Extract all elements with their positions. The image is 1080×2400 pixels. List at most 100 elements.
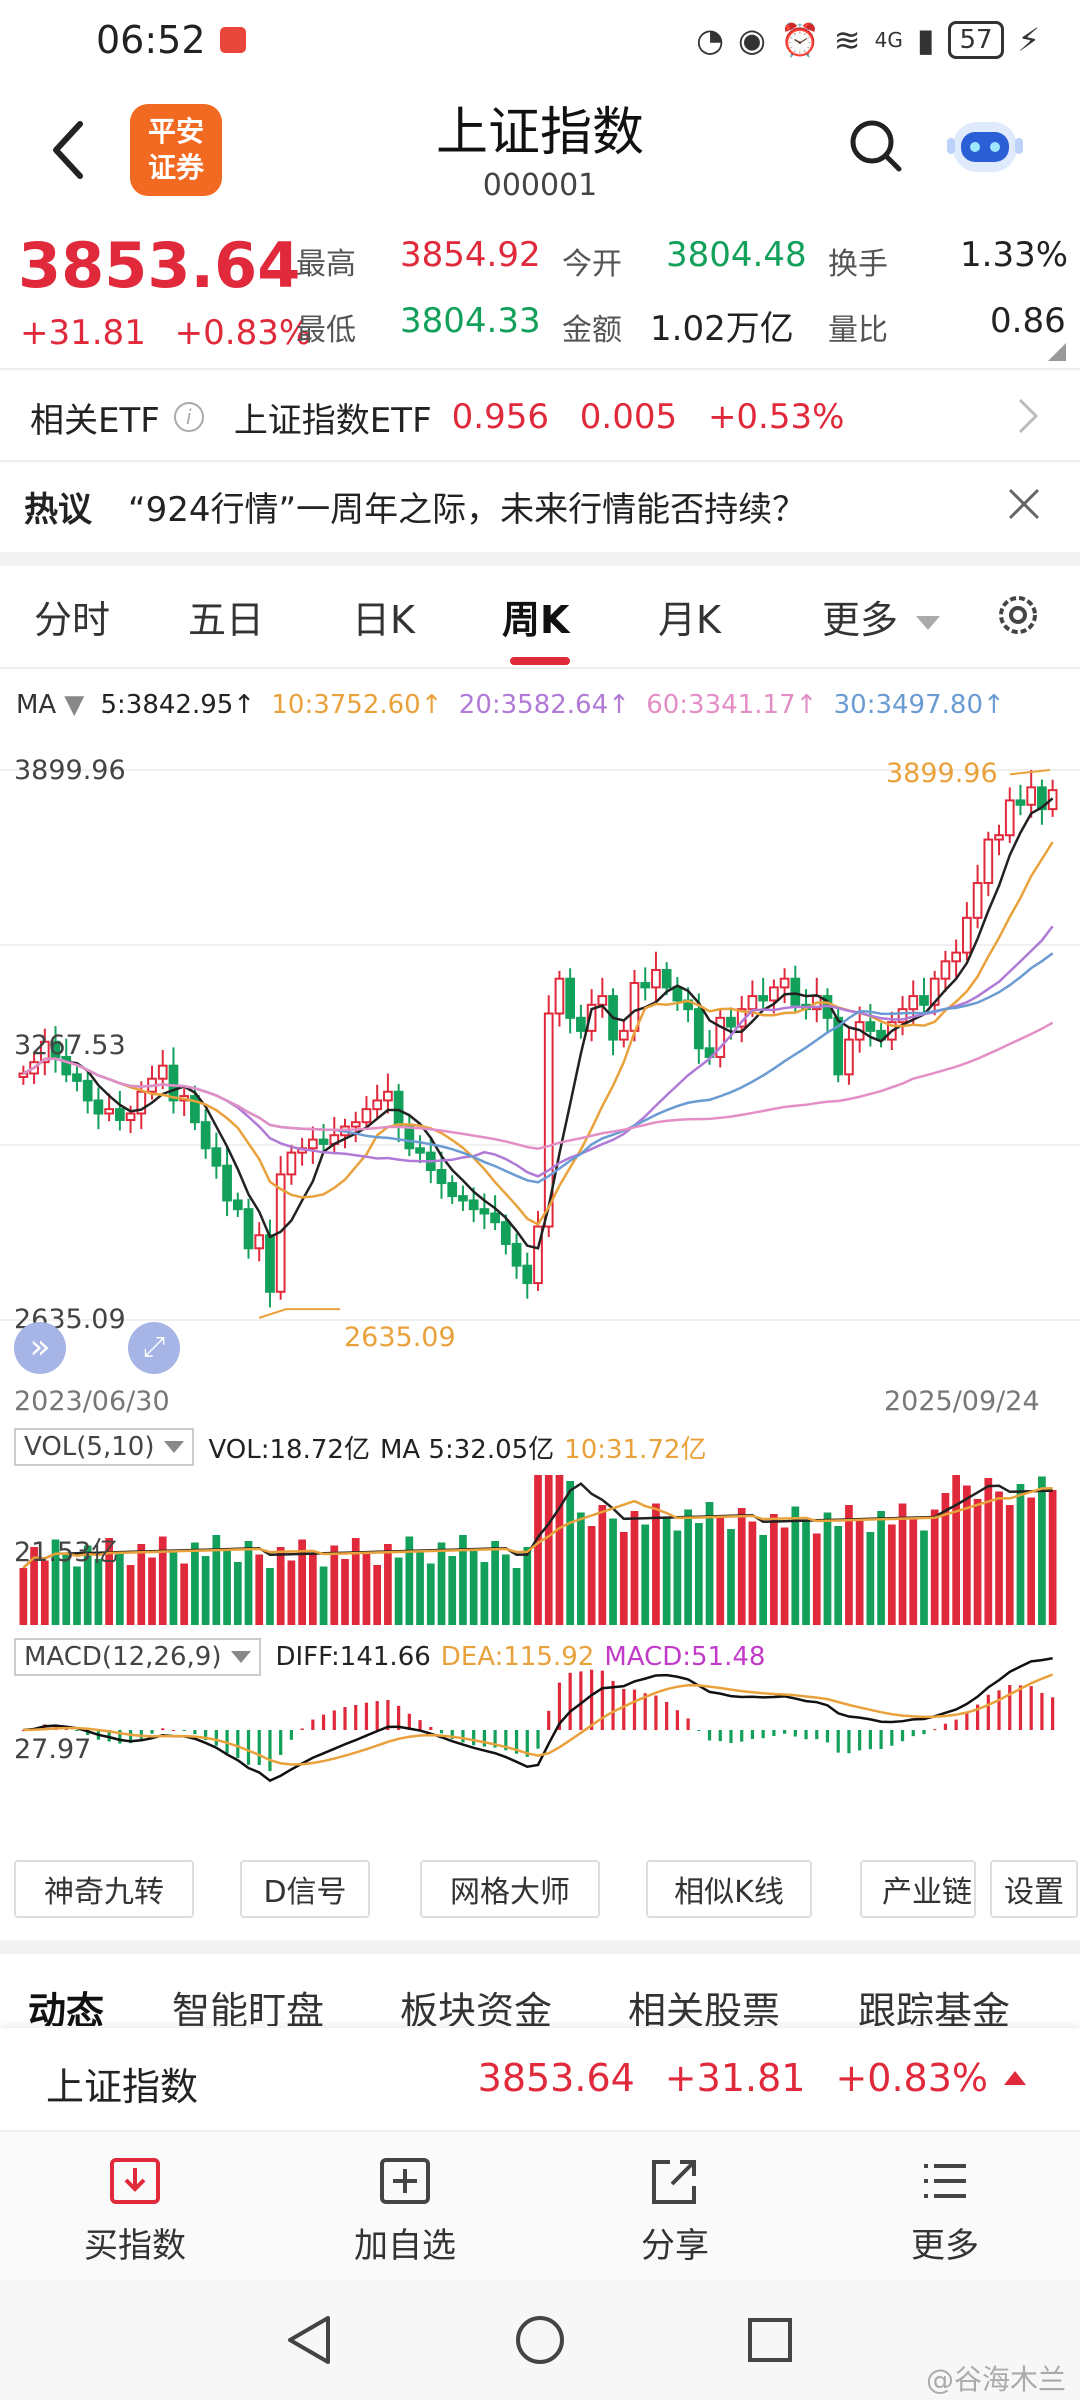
kline-chart[interactable] xyxy=(0,730,1080,1850)
ma-dropdown-icon[interactable]: ▼ xyxy=(64,690,85,720)
tab-more[interactable]: 更多 xyxy=(822,589,941,644)
tab-intraday[interactable]: 分时 xyxy=(34,598,111,642)
macd-bar xyxy=(740,1730,744,1742)
share-button[interactable]: 分享 xyxy=(595,2154,755,2267)
macd-bar xyxy=(107,1730,111,1742)
macd-bar xyxy=(954,1719,958,1730)
gear-icon[interactable] xyxy=(992,589,1044,641)
volume-bar xyxy=(126,1565,135,1625)
hot-topic-text[interactable]: “924行情”一周年之际，未来行情能否持续？ xyxy=(128,489,807,530)
section-tab-sector-funds[interactable]: 板块资金 xyxy=(400,1989,553,2026)
candle-body xyxy=(833,1016,844,1076)
ma-label[interactable]: MA xyxy=(16,690,57,720)
macd-bar xyxy=(868,1730,872,1750)
fast-forward-icon[interactable]: » xyxy=(14,1322,66,1374)
back-arrow-icon[interactable] xyxy=(38,110,98,190)
volume-bar xyxy=(255,1554,264,1625)
macd-indicator-label: MACD(12,26,9) xyxy=(24,1642,222,1672)
tool-d-signal[interactable]: D信号 xyxy=(240,1860,370,1918)
tab-weekly-k[interactable]: 周K xyxy=(502,598,570,642)
macd-bar xyxy=(579,1671,583,1730)
hot-topic-row[interactable]: 热议 “924行情”一周年之际，未来行情能否持续？ xyxy=(0,462,1080,550)
tab-five-day[interactable]: 五日 xyxy=(188,598,265,642)
nav-home-icon[interactable] xyxy=(510,2310,570,2370)
info-icon[interactable]: i xyxy=(173,402,204,432)
chevron-down-icon xyxy=(164,1441,185,1453)
summary-change-percent: +0.83% xyxy=(835,2056,988,2100)
ai-assistant-robot-icon[interactable] xyxy=(945,110,1025,180)
volume-bar xyxy=(330,1545,339,1625)
macd-indicator-selector[interactable]: MACD(12,26,9) xyxy=(14,1638,262,1676)
candle-body xyxy=(758,995,769,1002)
candle-body xyxy=(500,1221,511,1245)
tab-daily-k[interactable]: 日K xyxy=(352,598,415,642)
volume-bar xyxy=(158,1536,167,1625)
volume-bar xyxy=(105,1538,113,1625)
buy-index-button[interactable]: 买指数 xyxy=(55,2154,215,2267)
related-etf-row[interactable]: 相关ETF i 上证指数ETF 0.956 0.005 +0.53% xyxy=(0,372,1080,462)
section-tab-related-stocks[interactable]: 相关股票 xyxy=(628,1989,781,2026)
macd-bar xyxy=(611,1680,615,1730)
tool-settings[interactable]: 设置 xyxy=(990,1860,1078,1918)
candle-body xyxy=(479,1208,490,1215)
volume-bar xyxy=(673,1530,682,1625)
tool-grid-master[interactable]: 网格大师 xyxy=(420,1860,600,1918)
expand-corner-icon[interactable] xyxy=(1048,343,1066,361)
fullscreen-icon[interactable]: ⤢ xyxy=(128,1322,180,1374)
volume-bar xyxy=(577,1512,585,1625)
volume-bar xyxy=(727,1529,735,1625)
close-icon[interactable] xyxy=(1004,484,1044,524)
section-tab-news[interactable]: 动态 xyxy=(28,1989,105,2026)
status-time: 06:52 xyxy=(96,18,246,62)
candle-body xyxy=(307,1138,318,1150)
chevron-right-icon[interactable] xyxy=(1016,398,1040,434)
etf-change-percent: +0.53% xyxy=(707,397,845,437)
more-label: 更多 xyxy=(911,2226,979,2266)
volume-bar xyxy=(19,1568,28,1625)
macd-bar xyxy=(311,1719,315,1730)
tab-monthly-k[interactable]: 月K xyxy=(658,598,721,642)
turnover-label: 换手 xyxy=(828,247,888,282)
summary-bar[interactable]: 上证指数 3853.64 +31.81 +0.83% xyxy=(0,2028,1080,2128)
volume-bar xyxy=(1016,1484,1025,1625)
more-button[interactable]: 更多 xyxy=(865,2154,1025,2267)
tool-similar-kline[interactable]: 相似K线 xyxy=(646,1860,812,1918)
macd-bar xyxy=(975,1704,980,1730)
macd-bar xyxy=(257,1730,261,1765)
vol-ratio-value: 0.86 xyxy=(990,301,1066,341)
macd-bar xyxy=(461,1730,465,1743)
status-icons: ◔ ◉ ⏰ ≋ 4G ▮ 57 ⚡ xyxy=(696,21,1040,59)
up-arrow-icon xyxy=(1004,2071,1026,2085)
volume-indicator-label: VOL(5,10) xyxy=(24,1432,155,1462)
nav-recents-icon[interactable] xyxy=(740,2310,800,2370)
candle-body xyxy=(72,1073,82,1082)
open-label: 今开 xyxy=(562,247,622,282)
divider xyxy=(0,460,1080,462)
section-tab-tracking-funds[interactable]: 跟踪基金 xyxy=(858,1989,1011,2026)
section-tab-smart-watch[interactable]: 智能盯盘 xyxy=(172,1989,325,2026)
macd-bar xyxy=(825,1730,830,1743)
macd-bar xyxy=(632,1689,637,1730)
ma60-line xyxy=(22,1021,1054,1150)
system-nav-bar: @谷海木兰 xyxy=(0,2280,1080,2400)
volume-bar xyxy=(995,1491,1003,1625)
open-value: 3804.48 xyxy=(666,235,807,275)
volume-indicator-selector[interactable]: VOL(5,10) xyxy=(14,1428,195,1466)
search-icon[interactable] xyxy=(845,115,905,175)
candle-body xyxy=(350,1121,361,1128)
tool-industry-chain[interactable]: 产业链 xyxy=(860,1860,976,1918)
nav-back-icon[interactable] xyxy=(280,2310,340,2370)
macd-bar xyxy=(836,1730,840,1753)
candle-body xyxy=(157,1064,168,1080)
macd-bar xyxy=(600,1670,604,1730)
macd-bar xyxy=(622,1688,626,1730)
volume-tick-label: 21.53亿 xyxy=(14,1537,119,1568)
volume-bar xyxy=(491,1541,499,1625)
macd-bar xyxy=(397,1705,401,1730)
tool-magic-nine[interactable]: 神奇九转 xyxy=(14,1860,194,1918)
volume-bar xyxy=(770,1514,778,1625)
add-watchlist-button[interactable]: 加自选 xyxy=(325,2154,485,2267)
candle-body xyxy=(82,1079,93,1102)
volume-ma10-line xyxy=(22,1486,1053,1569)
volume-bar xyxy=(791,1506,800,1625)
